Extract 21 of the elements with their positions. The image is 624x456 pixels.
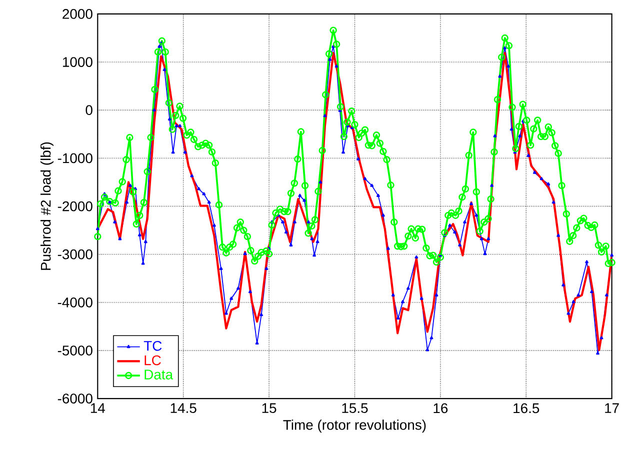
y-axis-title: Pushrod #2 load (lbf) [40, 142, 54, 270]
legend-label: TC [144, 340, 162, 351]
y-tick-label: -2000 [58, 201, 92, 212]
y-tick-label: -6000 [58, 393, 92, 404]
y-tick-label: 1000 [62, 56, 92, 67]
x-tick-label: 16.5 [514, 403, 540, 413]
y-tick-label: -3000 [58, 249, 92, 260]
x-tick-label: 14 [90, 403, 105, 413]
x-tick-label: 14.5 [170, 403, 196, 413]
y-tick-label: 0 [86, 105, 92, 115]
legend-label: LC [144, 355, 161, 366]
legend-label: Data [144, 370, 174, 380]
y-tick-label: 2000 [62, 8, 92, 19]
y-tick-label: -4000 [58, 297, 92, 308]
x-axis-title: Time (rotor revolutions) [283, 419, 426, 432]
x-tick-label: 15 [262, 403, 276, 413]
x-tick-label: 16 [434, 403, 448, 413]
x-tick-label: 15.5 [342, 403, 368, 413]
y-tick-label: -5000 [58, 345, 92, 356]
x-tick-label: 17 [605, 403, 619, 413]
y-tick-label: -1000 [58, 153, 92, 163]
